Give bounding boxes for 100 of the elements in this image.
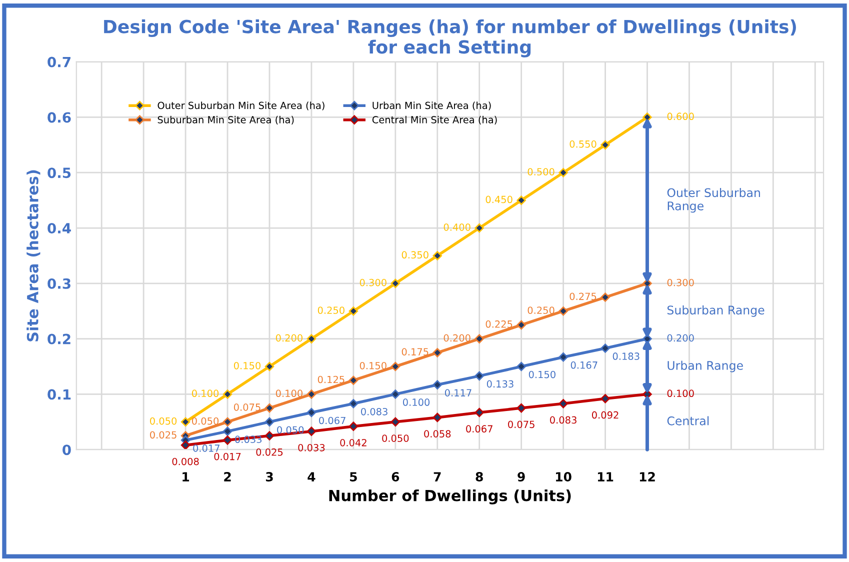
point	[600, 140, 610, 150]
point	[390, 278, 400, 288]
point	[390, 417, 400, 427]
y-tick-label: 0.7	[48, 56, 70, 68]
x-tick-label: 6	[392, 472, 400, 482]
point	[306, 426, 316, 436]
data-label: 0.025	[256, 448, 283, 456]
point	[558, 352, 568, 362]
point	[558, 306, 568, 316]
point	[600, 394, 610, 404]
data-label: 0.225	[486, 320, 512, 328]
point	[222, 390, 232, 399]
data-label: 0.075	[508, 420, 534, 428]
point	[348, 422, 358, 431]
data-label: 0.083	[550, 416, 576, 424]
point	[516, 403, 526, 413]
point	[264, 417, 274, 427]
x-tick-label: 8	[476, 472, 483, 482]
point	[348, 306, 358, 316]
point	[474, 371, 484, 381]
annotation: Central	[667, 416, 709, 426]
data-label: 0.125	[318, 376, 344, 384]
x-tick-label: 12	[640, 472, 655, 482]
data-label: 0.067	[466, 425, 492, 433]
point	[222, 426, 232, 436]
x-tick-label: 9	[518, 472, 525, 482]
point	[306, 334, 316, 344]
x-tick-label: 10	[556, 472, 572, 482]
data-label: 0.150	[234, 362, 261, 370]
annotation: Suburban Range	[667, 305, 764, 317]
data-label: 0.050	[192, 417, 219, 425]
data-label: 0.183	[612, 352, 640, 360]
data-label: 0.117	[444, 389, 472, 396]
legend-label: Central Min Site Area (ha)	[372, 116, 497, 125]
point	[474, 408, 484, 418]
data-label: 0.083	[361, 408, 388, 416]
x-tick-label: 7	[434, 472, 441, 482]
y-tick-label: 0.5	[48, 168, 71, 178]
point	[600, 344, 610, 353]
data-label: 0.400	[444, 223, 470, 231]
x-axis-title: Number of Dwellings (Units)	[329, 489, 571, 504]
data-label: 0.092	[592, 411, 618, 419]
chart-title: Design Code 'Site Area' Ranges (ha) for number of Dwellings (Units) for each Setting	[104, 19, 796, 58]
data-label: 0.050	[277, 426, 304, 434]
x-tick-label: 2	[224, 472, 231, 482]
point	[516, 362, 526, 372]
point	[474, 334, 484, 344]
data-label: 0.017	[193, 444, 220, 452]
data-label: 0.167	[570, 361, 598, 369]
data-label: 0.300	[360, 278, 386, 286]
point	[264, 431, 274, 440]
data-label: 0.050	[150, 417, 177, 425]
data-label: 0.050	[382, 434, 409, 442]
x-tick-label: 1	[182, 472, 190, 482]
data-label: 0.175	[402, 348, 428, 356]
x-tick-label: 5	[350, 472, 357, 482]
data-label: 0.600	[667, 112, 694, 120]
annotation: Urban Range	[668, 360, 743, 372]
point	[474, 223, 484, 233]
data-label: 0.100	[667, 390, 694, 398]
y-tick-label: 0.3	[48, 278, 70, 289]
data-label: 0.033	[298, 444, 325, 452]
data-label: 0.100	[276, 390, 302, 398]
point	[432, 348, 442, 358]
data-label: 0.133	[486, 380, 514, 388]
annotation: Outer Suburban Range	[667, 188, 760, 213]
y-tick-label: 0.6	[48, 112, 71, 123]
x-tick-label: 3	[266, 472, 273, 482]
legend-label: Outer Suburban Min Site Area (ha)	[158, 102, 324, 110]
y-axis-title: Site Area (hectares)	[26, 170, 40, 342]
point	[516, 196, 526, 205]
point	[264, 403, 274, 413]
data-label: 0.025	[150, 431, 176, 439]
data-label: 0.200	[444, 334, 470, 342]
point	[516, 320, 526, 330]
data-label: 0.008	[172, 458, 199, 466]
data-label: 0.042	[340, 439, 366, 446]
data-label: 0.150	[528, 370, 556, 378]
point	[222, 436, 232, 445]
data-label: 0.250	[528, 306, 554, 314]
data-label: 0.275	[570, 292, 596, 300]
data-label: 0.450	[486, 196, 512, 204]
legend-label: Suburban Min Site Area (ha)	[158, 116, 294, 125]
data-label: 0.058	[424, 430, 451, 438]
point	[180, 440, 190, 450]
point	[306, 408, 316, 418]
data-label: 0.100	[402, 398, 430, 406]
x-tick-label: 11	[598, 472, 614, 482]
point	[432, 412, 442, 422]
y-tick-label: 0.1	[48, 389, 71, 400]
data-label: 0.250	[318, 306, 344, 314]
data-label: 0.200	[667, 334, 694, 342]
point	[306, 390, 316, 399]
data-label: 0.075	[234, 404, 260, 411]
point	[558, 168, 568, 178]
y-tick-label: 0.2	[48, 334, 70, 344]
y-tick-label: 0	[62, 444, 71, 456]
point	[432, 251, 442, 260]
point	[600, 292, 610, 302]
point	[264, 362, 274, 372]
